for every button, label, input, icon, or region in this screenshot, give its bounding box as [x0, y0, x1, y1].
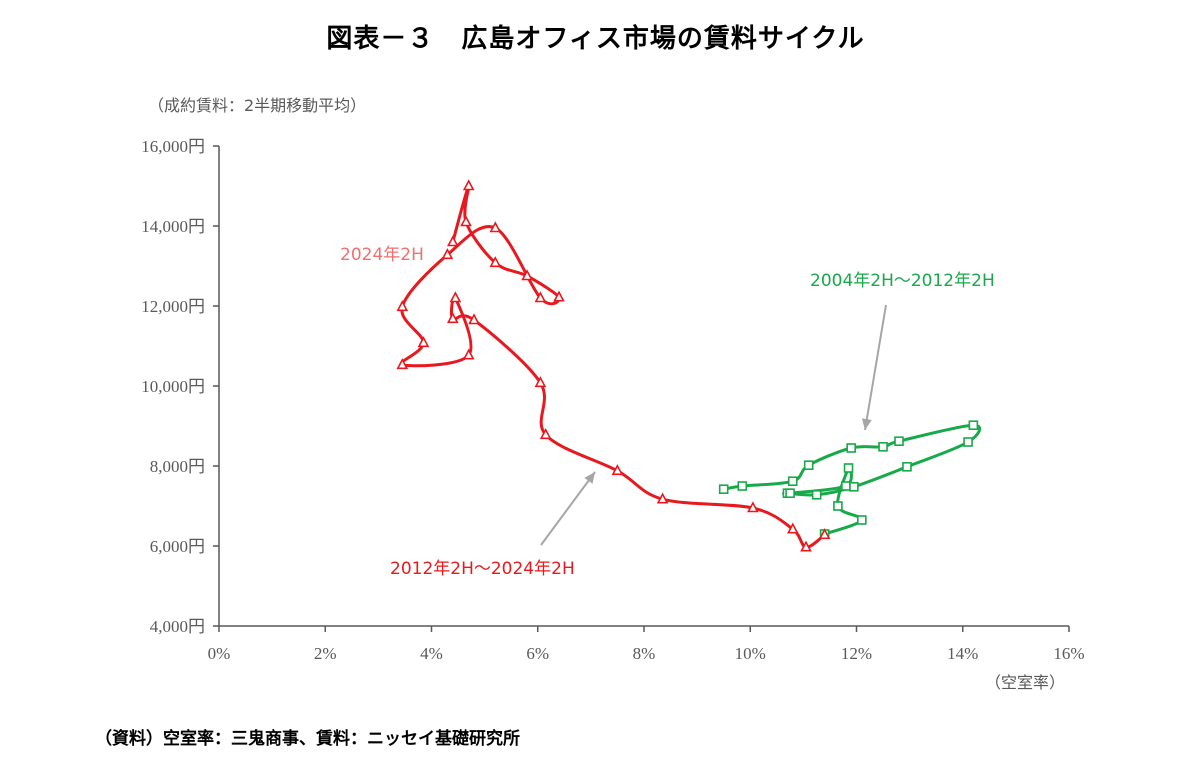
arrow-red-head — [584, 472, 595, 484]
x-tick-label: 2% — [314, 644, 337, 663]
arrow-red — [540, 471, 596, 546]
annotation-label: 2012年2H～2024年2H — [390, 559, 575, 579]
data-point-triangle — [553, 290, 565, 302]
series-markers — [396, 179, 979, 552]
x-tick-label: 10% — [735, 644, 766, 663]
series-line — [723, 423, 982, 536]
data-point-square — [843, 463, 854, 473]
data-point-triangle — [446, 312, 459, 324]
x-tick-label: 12% — [841, 644, 872, 663]
data-point-square — [718, 484, 729, 495]
data-point-square — [846, 443, 856, 453]
data-point-square — [878, 441, 888, 452]
x-tick-label: 8% — [633, 644, 656, 663]
tick-labels: 4,000円 6,000円 8,000円 10,000円 12,000円 14,000円 1… — [141, 137, 1084, 663]
y-tick-label: 14,000円 — [141, 217, 205, 236]
y-tick-label: 8,000円 — [150, 457, 205, 476]
data-point-square — [857, 515, 867, 525]
data-point-triangle — [441, 248, 454, 260]
y-tick-label: 16,000円 — [141, 137, 205, 156]
data-point-triangle — [462, 179, 475, 191]
data-point-triangle — [468, 313, 480, 325]
data-point-triangle — [396, 358, 409, 370]
data-point-triangle — [460, 215, 472, 227]
data-point-triangle — [446, 235, 459, 247]
data-point-triangle — [534, 376, 547, 388]
source-note: （資料）空室率：三鬼商事、賃料：ニッセイ基礎研究所 — [95, 729, 520, 749]
annotation-label: 2024年2H — [340, 245, 424, 265]
data-point-square — [785, 488, 795, 499]
data-point-square — [833, 501, 843, 511]
y-tick-label: 6,000円 — [150, 537, 205, 556]
data-point-triangle — [521, 269, 533, 281]
data-point-square — [963, 437, 973, 447]
data-point-triangle — [489, 256, 502, 268]
annotations: 2024年2H 2004年2H～2012年2H 2012年2H～2024年2H — [340, 245, 995, 579]
x-tick-label: 16% — [1053, 644, 1084, 663]
data-point-triangle — [656, 492, 669, 504]
data-point-triangle — [818, 528, 831, 540]
y-tick-label: 12,000円 — [141, 297, 205, 316]
axes — [213, 145, 1070, 632]
data-point-triangle — [462, 348, 475, 360]
x-tick-label: 0% — [208, 644, 231, 663]
data-point-square — [737, 481, 748, 491]
data-point-triangle — [611, 464, 624, 476]
data-point-triangle — [396, 300, 409, 312]
x-axis-label: （空室率） — [985, 673, 1066, 692]
y-axis-label: （成約賃料：2半期移動平均） — [148, 96, 367, 115]
data-point-triangle — [489, 221, 502, 233]
series-line — [399, 184, 826, 549]
annotation-arrows — [540, 304, 887, 546]
annotation-label: 2004年2H～2012年2H — [810, 271, 995, 291]
data-point-square — [902, 461, 912, 472]
x-tick-label: 6% — [526, 644, 549, 663]
x-tick-label: 14% — [947, 644, 978, 663]
data-point-square — [803, 460, 814, 471]
y-tick-label: 10,000円 — [141, 377, 205, 396]
data-point-triangle — [800, 540, 812, 552]
data-point-triangle — [449, 291, 462, 303]
data-point-triangle — [747, 501, 759, 513]
series-lines — [399, 184, 982, 549]
data-point-square — [894, 436, 904, 447]
data-point-square — [968, 420, 979, 431]
data-point-square — [787, 476, 798, 487]
data-point-triangle — [539, 428, 552, 440]
x-tick-label: 4% — [420, 644, 443, 663]
data-point-triangle — [786, 522, 799, 534]
arrow-green — [864, 304, 887, 431]
arrow-green-head — [861, 418, 872, 430]
y-tick-label: 4,000円 — [150, 617, 205, 636]
data-point-square — [811, 489, 822, 500]
data-point-triangle — [417, 336, 430, 348]
data-point-triangle — [534, 291, 547, 303]
data-point-square — [841, 481, 851, 491]
chart-title: 図表－３ 広島オフィス市場の賃料サイクル — [326, 24, 865, 54]
data-point-square — [849, 481, 859, 492]
